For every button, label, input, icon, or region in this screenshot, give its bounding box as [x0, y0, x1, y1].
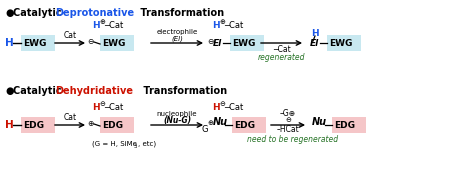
Text: –HCat: –HCat	[277, 125, 300, 134]
FancyBboxPatch shape	[21, 35, 55, 51]
Text: nucleophile: nucleophile	[157, 111, 197, 117]
Text: ─Cat: ─Cat	[273, 45, 291, 53]
Text: regenerated: regenerated	[258, 53, 305, 62]
Text: El: El	[310, 39, 319, 48]
Text: H: H	[5, 120, 14, 130]
Text: (Nu-G): (Nu-G)	[163, 117, 191, 125]
Text: EWG: EWG	[23, 39, 46, 48]
Text: (El): (El)	[171, 36, 183, 42]
Text: H: H	[311, 29, 319, 39]
Text: ⊕: ⊕	[87, 118, 93, 128]
FancyBboxPatch shape	[230, 35, 264, 51]
Text: (G = H, SiMe: (G = H, SiMe	[92, 141, 137, 147]
Text: H: H	[5, 38, 14, 48]
Text: ─Cat: ─Cat	[224, 22, 243, 31]
Text: ⊖: ⊖	[207, 36, 213, 45]
Text: EWG: EWG	[102, 39, 126, 48]
Text: Transformation: Transformation	[137, 8, 224, 18]
Text: EDG: EDG	[102, 121, 123, 129]
Text: ⊕: ⊕	[207, 120, 213, 126]
Text: –G⊕: –G⊕	[280, 108, 296, 117]
Text: H: H	[92, 104, 100, 112]
FancyBboxPatch shape	[100, 35, 134, 51]
Text: EDG: EDG	[234, 121, 255, 129]
Text: ─Cat: ─Cat	[224, 104, 243, 112]
Text: ⊖: ⊖	[219, 101, 225, 107]
Text: ⊖: ⊖	[99, 101, 105, 107]
Text: ⊖: ⊖	[87, 36, 93, 45]
Text: Deprotonative: Deprotonative	[55, 8, 134, 18]
Text: Dehydridative: Dehydridative	[55, 86, 133, 96]
Text: EDG: EDG	[334, 121, 355, 129]
Text: Cat: Cat	[64, 31, 77, 40]
FancyBboxPatch shape	[332, 117, 366, 133]
Text: Cat: Cat	[64, 112, 77, 121]
Text: Catalytic: Catalytic	[13, 86, 65, 96]
Text: Transformation: Transformation	[140, 86, 227, 96]
Text: , etc): , etc)	[138, 141, 156, 147]
Text: Nu: Nu	[213, 117, 228, 127]
FancyBboxPatch shape	[100, 117, 134, 133]
Text: ⊕: ⊕	[99, 19, 105, 25]
Text: electrophile: electrophile	[156, 29, 198, 35]
Text: 3: 3	[134, 143, 137, 148]
Text: ─Cat: ─Cat	[104, 22, 123, 31]
Text: ●: ●	[5, 8, 13, 18]
Text: EDG: EDG	[23, 121, 44, 129]
Text: H: H	[212, 104, 219, 112]
Text: H: H	[212, 22, 219, 31]
FancyBboxPatch shape	[232, 117, 266, 133]
FancyBboxPatch shape	[21, 117, 55, 133]
Text: Nu: Nu	[312, 117, 327, 127]
Text: ●: ●	[5, 86, 13, 96]
Text: El: El	[213, 39, 222, 48]
Text: H: H	[92, 22, 100, 31]
Text: G: G	[202, 125, 209, 134]
Text: Catalytic: Catalytic	[13, 8, 65, 18]
Text: ⊖: ⊖	[285, 117, 291, 123]
Text: ⊕: ⊕	[219, 19, 225, 25]
Text: need to be regenerated: need to be regenerated	[247, 134, 338, 143]
FancyBboxPatch shape	[327, 35, 361, 51]
Text: EWG: EWG	[232, 39, 255, 48]
Text: EWG: EWG	[329, 39, 352, 48]
Text: ─Cat: ─Cat	[104, 104, 123, 112]
